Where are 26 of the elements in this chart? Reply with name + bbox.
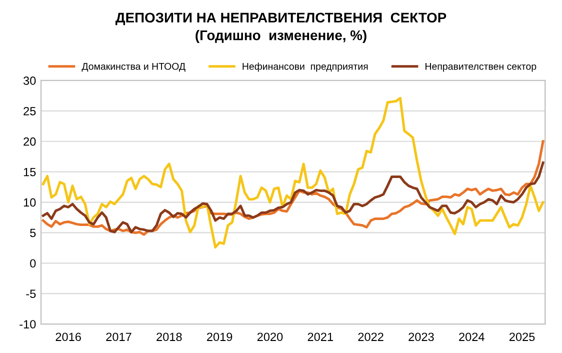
- y-tick-label: 20: [24, 137, 36, 146]
- x-tick-label: 2019: [207, 332, 232, 342]
- y-tick-label: 15: [24, 168, 36, 176]
- x-tick-label: 2018: [156, 332, 182, 342]
- x-tick-label: 2016: [56, 332, 81, 342]
- line-series: [42, 161, 544, 234]
- chart-title: ДЕПОЗИТИ НА НЕПРАВИТЕЛСТВЕНИЯ СЕКТОР: [116, 12, 446, 26]
- y-tick-label: 10: [24, 198, 36, 207]
- legend-label: Домакинства и НТООД: [82, 62, 186, 72]
- line-series: [42, 96, 544, 249]
- y-tick-label: 25: [24, 106, 36, 116]
- y-tick-label: -10: [20, 320, 36, 328]
- x-tick-label: 2017: [106, 332, 132, 342]
- y-tick-label: -5: [26, 290, 36, 298]
- x-tick-label: 2025: [510, 332, 535, 342]
- x-tick-label: 2020: [257, 332, 283, 342]
- chart-subtitle: (Годишно изменение, %): [196, 30, 366, 43]
- x-tick-label: 2024: [459, 332, 484, 342]
- y-tick-label: 30: [23, 76, 36, 85]
- legend-label: Неправителствен сектор: [426, 63, 536, 72]
- y-tick-label: 5: [30, 228, 36, 238]
- x-tick-label: 2021: [308, 332, 333, 342]
- x-tick-label: 2023: [408, 332, 434, 342]
- y-tick-label: 0: [30, 259, 36, 268]
- x-tick-label: 2022: [358, 332, 384, 342]
- legend-label: Нефинансови предприятия: [242, 62, 368, 72]
